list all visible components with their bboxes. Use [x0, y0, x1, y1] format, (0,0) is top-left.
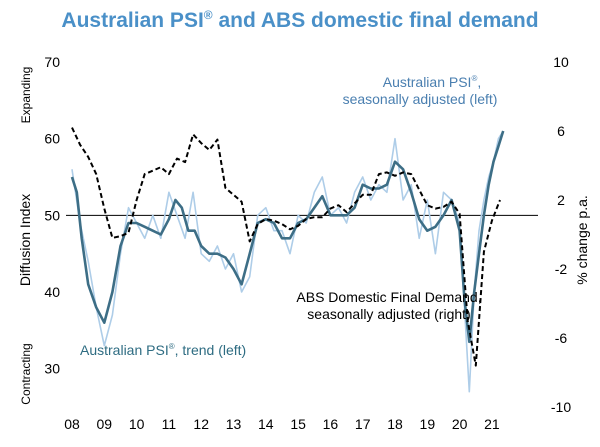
left-tick-label: 40 — [44, 284, 60, 300]
x-tick-label: 20 — [452, 416, 468, 432]
x-tick-label: 11 — [162, 416, 177, 432]
x-tick-label: 17 — [355, 416, 371, 432]
x-tick-label: 21 — [484, 416, 500, 432]
left-axis-label: Diffusion Index — [17, 194, 33, 286]
psi-sa-annotation-line2: seasonally adjusted (left) — [343, 91, 498, 107]
x-tick-label: 14 — [258, 416, 274, 432]
x-tick-label: 15 — [290, 416, 306, 432]
x-tick-label: 10 — [129, 416, 145, 432]
x-tick-label: 12 — [193, 416, 209, 432]
right-tick-label: -10 — [551, 399, 571, 415]
x-tick-label: 08 — [64, 416, 80, 432]
psi-sa-annotation: Australian PSI®, — [383, 74, 482, 90]
x-tick-label: 18 — [387, 416, 403, 432]
chart-title: Australian PSI® and ABS domestic final d… — [61, 8, 539, 32]
x-tick-label: 19 — [420, 416, 436, 432]
psi-trend-line — [70, 130, 505, 344]
abs-annotation-line1: ABS Domestic Final Demand, — [296, 289, 481, 305]
right-tick-label: 6 — [557, 123, 565, 139]
left-tick-label: 50 — [44, 207, 60, 223]
left-tick-label: 70 — [44, 54, 60, 70]
x-tick-label: 09 — [97, 416, 113, 432]
trend-annotation: Australian PSI®, trend (left) — [80, 342, 246, 358]
expanding-label: Expanding — [19, 67, 33, 124]
abs-dfd-line — [71, 127, 501, 367]
right-axis-label: % change p.a. — [574, 195, 590, 285]
left-axis-ticks: 30 40 50 60 70 — [44, 54, 60, 377]
abs-annotation-line2: seasonally adjusted (right) — [307, 306, 470, 322]
right-tick-label: 2 — [557, 192, 565, 208]
right-tick-label: -2 — [555, 261, 568, 277]
right-tick-label: 10 — [553, 54, 569, 70]
x-tick-label: 16 — [323, 416, 339, 432]
left-tick-label: 30 — [44, 361, 60, 377]
contracting-label: Contracting — [19, 343, 33, 404]
right-tick-label: -6 — [555, 330, 568, 346]
left-tick-label: 60 — [44, 131, 60, 147]
x-axis-ticks: 08 09 10 11 12 13 14 15 16 17 18 19 20 21 — [64, 416, 500, 432]
right-axis-ticks: -10 -6 -2 2 6 10 — [551, 54, 571, 415]
x-tick-label: 13 — [226, 416, 242, 432]
